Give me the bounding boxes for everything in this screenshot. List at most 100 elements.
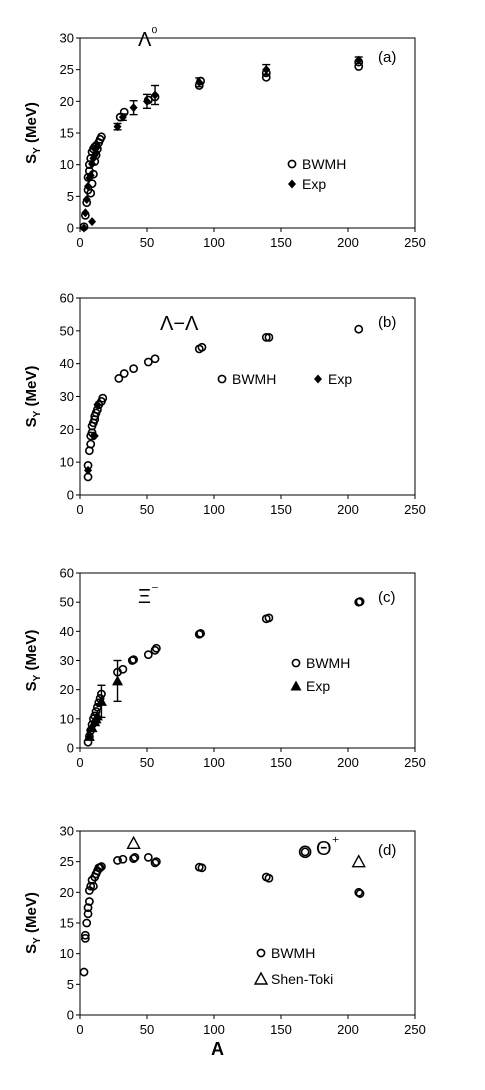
data-point	[81, 208, 90, 218]
data-point	[118, 112, 127, 122]
data-point	[84, 465, 93, 475]
data-point	[129, 103, 138, 113]
x-tick-label: 0	[76, 235, 83, 250]
data-point	[86, 188, 96, 198]
legend-marker	[253, 971, 269, 985]
y-axis-label-main: S	[23, 417, 40, 427]
x-tick-label: 0	[76, 755, 83, 770]
legend-label: BWMH	[271, 945, 315, 961]
y-tick-label: 30	[60, 31, 74, 46]
data-point	[82, 195, 91, 204]
data-point	[83, 909, 93, 919]
data-point	[264, 332, 274, 342]
y-tick-label: 60	[60, 291, 74, 306]
x-tick-label: 250	[404, 755, 426, 770]
y-axis-label: SY (MeV)	[23, 892, 43, 954]
y-axis-label-sub: Y	[32, 410, 43, 417]
data-point	[130, 852, 140, 862]
data-point	[86, 170, 95, 180]
series-exp	[80, 55, 363, 233]
y-axis-label-unit: (MeV)	[23, 102, 40, 147]
y-tick-label: 5	[67, 977, 74, 992]
y-tick-label: 10	[60, 455, 74, 470]
y-tick-label: 5	[67, 189, 74, 204]
data-point	[89, 881, 98, 891]
annotation-symbol: Λ	[138, 29, 152, 51]
annotation-sup: ⁰	[151, 25, 157, 42]
x-tick-label: 200	[337, 755, 359, 770]
y-axis-label-sub: Y	[32, 147, 43, 154]
data-point	[143, 650, 153, 660]
data-point	[97, 862, 106, 871]
legend-marker	[288, 179, 296, 189]
x-tick-label: 50	[140, 235, 154, 250]
y-axis-label-sub: Y	[32, 937, 43, 944]
y-axis-label-unit: (MeV)	[23, 630, 40, 675]
y-tick-label: 50	[60, 595, 74, 610]
data-point	[97, 132, 106, 142]
legend: BWMH Shen-Toki	[253, 945, 333, 987]
y-axis-label-main: S	[23, 944, 40, 954]
data-point	[80, 930, 90, 940]
x-tick-label: 200	[337, 235, 359, 250]
y-tick-label: 0	[67, 488, 74, 503]
data-point	[195, 77, 204, 87]
particle-annotation: Λ⁰	[138, 25, 157, 51]
legend-label: Shen-Toki	[271, 971, 333, 987]
data-point	[86, 881, 96, 891]
legend-marker	[256, 948, 266, 958]
data-point	[261, 332, 271, 342]
legend-marker	[290, 680, 302, 691]
y-tick-label: 15	[60, 916, 74, 931]
data-point	[83, 730, 95, 741]
data-point	[95, 695, 107, 706]
data-point	[86, 439, 96, 449]
panel-d: 0 5 10 15 20 25 30 0 50 100 150 200 250 SY (MeV) A (d) Θ…	[23, 824, 426, 1060]
x-tick-label: 250	[404, 502, 426, 517]
legend-marker	[217, 374, 227, 384]
data-point	[95, 863, 105, 873]
plot-frame	[79, 37, 416, 229]
data-point	[80, 933, 90, 943]
y-tick-label: 20	[60, 94, 74, 109]
legend-marker	[291, 658, 301, 668]
data-point	[351, 854, 366, 868]
y-tick-label: 10	[60, 711, 74, 726]
data-point	[119, 369, 129, 378]
x-tick-label: 100	[203, 755, 225, 770]
data-point	[197, 863, 207, 873]
y-tick-label: 30	[60, 653, 74, 668]
y-axis-label-sub: Y	[32, 674, 43, 681]
legend: BWMH Exp	[290, 655, 350, 694]
data-point	[129, 364, 138, 373]
y-axis-label: SY (MeV)	[23, 102, 43, 164]
legend-label: BWMH	[302, 156, 346, 172]
y-tick-label: 60	[60, 566, 74, 581]
y-tick-label: 20	[60, 422, 74, 437]
data-point	[93, 142, 102, 152]
data-point	[118, 854, 128, 864]
annotation-symbol: Θ	[316, 838, 332, 860]
data-point	[143, 96, 151, 106]
particle-annotation: Ξ⁻	[138, 582, 159, 608]
data-point	[355, 597, 365, 606]
x-tick-label: 100	[203, 502, 225, 517]
x-tick-label: 100	[203, 1022, 225, 1037]
panel-a: 0 5 10 15 20 25 30 0 50 100 150 200 250 SY (MeV) (a) Λ⁰…	[23, 25, 426, 250]
y-tick-label: 25	[60, 62, 74, 77]
data-point	[126, 835, 141, 849]
data-point	[129, 655, 138, 665]
legend-marker	[314, 374, 322, 384]
y-axis-label-main: S	[23, 681, 40, 691]
data-point	[197, 342, 207, 352]
x-tick-label: 250	[404, 235, 426, 250]
y-tick-label: 0	[67, 221, 74, 236]
data-point	[143, 357, 153, 367]
data-point	[112, 675, 124, 686]
annotation-marker-ring	[298, 845, 312, 859]
y-axis-label-unit: (MeV)	[23, 892, 40, 937]
y-axis-label: SY (MeV)	[23, 630, 43, 692]
data-point	[93, 400, 102, 410]
